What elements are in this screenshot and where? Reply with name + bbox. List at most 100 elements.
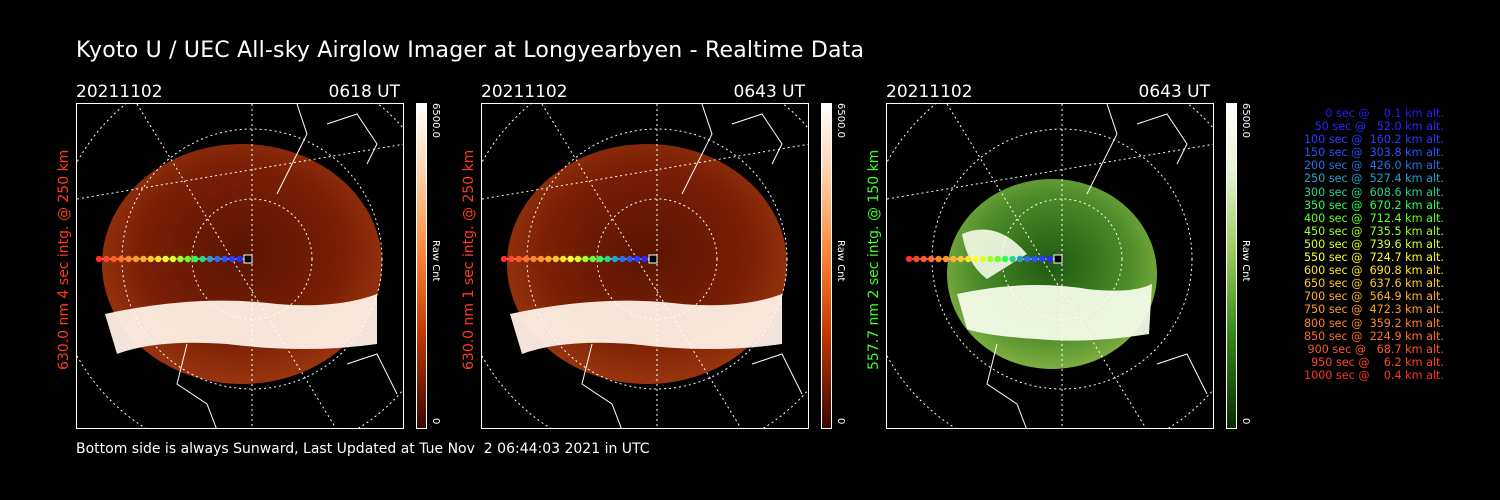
panel-2-wavelength-label: 630.0 nm 1 sec intg. @ 250 km	[461, 149, 477, 370]
panel-1-allsky-image	[76, 103, 404, 429]
panel-1-colorbar-min: 0	[430, 418, 441, 425]
panel-2-map	[482, 104, 808, 428]
legend-row: 0 sec @ 0.1 km alt.	[1325, 107, 1444, 120]
panel-1-map	[77, 104, 403, 428]
track-dot	[920, 255, 927, 263]
track-dot	[987, 255, 994, 263]
panel-1-colorbar-unit: Raw Cnt	[430, 240, 441, 282]
track-dot	[132, 255, 140, 263]
track-dot	[552, 255, 559, 263]
panel-1-date: 20211102	[76, 82, 163, 102]
track-dot	[905, 255, 913, 263]
legend-row: 450 sec @ 735.5 km alt.	[1303, 224, 1444, 238]
panel-1-colorbar-max: 6500.0	[430, 103, 441, 138]
panel-3-wavelength-label: 557.7 nm 2 sec intg. @ 150 km	[866, 149, 882, 370]
track-dot	[950, 255, 957, 263]
track-dot	[574, 255, 582, 263]
legend-row: 1000 sec @ 0.4 km alt.	[1303, 368, 1444, 382]
site-marker-icon	[648, 254, 658, 264]
track-dot	[236, 255, 243, 263]
altitude-legend: 0 sec @ 0.1 km alt. 50 sec @ 52.0 km alt.…	[1268, 107, 1444, 382]
panel-3-date: 20211102	[886, 82, 973, 102]
panel-1-wavelength-label: 630.0 nm 4 sec intg. @ 250 km	[56, 149, 72, 370]
legend-row: 200 sec @ 426.0 km alt.	[1303, 159, 1444, 173]
track-dot	[597, 255, 604, 263]
track-dot	[942, 255, 950, 263]
track-dot	[560, 255, 567, 263]
track-dot	[634, 255, 641, 263]
panel-2-date: 20211102	[481, 82, 568, 102]
track-dot	[221, 255, 228, 263]
track-dot	[125, 255, 132, 263]
track-dot	[1046, 255, 1053, 263]
panel-3-colorbar-max: 6500.0	[1240, 103, 1251, 138]
track-dot	[184, 255, 191, 263]
panel-2-allsky-image	[481, 103, 809, 429]
legend-row: 700 sec @ 564.9 km alt.	[1303, 290, 1444, 304]
track-dot	[110, 255, 117, 263]
track-dot	[95, 255, 103, 263]
legend-row: 250 sec @ 527.4 km alt.	[1303, 172, 1444, 186]
track-dot	[155, 255, 162, 263]
track-dot	[1009, 255, 1016, 263]
track-dot	[611, 255, 619, 263]
track-dot	[214, 255, 221, 263]
footer-note: Bottom side is always Sunward, Last Upda…	[76, 441, 650, 457]
track-dot	[508, 255, 515, 263]
panel-3-allsky-image	[886, 103, 1214, 429]
track-dot	[147, 255, 154, 263]
track-dot	[582, 255, 589, 263]
track-dot	[567, 255, 574, 263]
track-dot	[229, 255, 236, 263]
panel-2-colorbar	[821, 103, 832, 429]
track-dot	[935, 255, 942, 263]
site-marker-icon	[243, 254, 253, 264]
track-dot	[500, 255, 508, 263]
panel-3-time: 0643 UT	[1138, 82, 1211, 102]
legend-row: 600 sec @ 690.8 km alt.	[1303, 264, 1444, 278]
panel-3-colorbar-unit: Raw Cnt	[1240, 240, 1251, 282]
track-dot	[913, 255, 920, 263]
legend-row: 100 sec @ 160.2 km alt.	[1303, 133, 1444, 147]
track-dot	[169, 255, 177, 263]
legend-row: 900 sec @ 68.7 km alt.	[1307, 342, 1445, 356]
track-dot	[515, 255, 522, 263]
legend-row: 400 sec @ 712.4 km alt.	[1303, 211, 1444, 225]
legend-row: 350 sec @ 670.2 km alt.	[1303, 198, 1444, 212]
track-dot	[140, 255, 147, 263]
legend-row: 850 sec @ 224.9 km alt.	[1303, 329, 1444, 343]
track-dot	[994, 255, 1001, 263]
panel-3-colorbar-min: 0	[1240, 418, 1251, 425]
track-dot	[1031, 255, 1038, 263]
track-dot	[972, 255, 979, 263]
track-dot	[192, 255, 199, 263]
panel-2-colorbar-unit: Raw Cnt	[835, 240, 846, 282]
legend-row: 550 sec @ 724.7 km alt.	[1303, 251, 1444, 265]
panel-3-map	[887, 104, 1213, 428]
track-dot	[604, 255, 611, 263]
track-dot	[1016, 255, 1024, 263]
panel-3-colorbar	[1226, 103, 1237, 429]
panel-1-time: 0618 UT	[328, 82, 401, 102]
track-dot	[589, 255, 596, 263]
panel-2-time: 0643 UT	[733, 82, 806, 102]
track-dot	[641, 255, 648, 263]
legend-row: 750 sec @ 472.3 km alt.	[1303, 303, 1444, 317]
track-dot	[979, 255, 987, 263]
track-dot	[1024, 255, 1031, 263]
legend-row: 650 sec @ 637.6 km alt.	[1303, 277, 1444, 291]
track-dot	[523, 255, 530, 263]
track-dot	[965, 255, 972, 263]
track-dot	[957, 255, 964, 263]
legend-row: 300 sec @ 608.6 km alt.	[1303, 185, 1444, 199]
page-title: Kyoto U / UEC All-sky Airglow Imager at …	[76, 38, 865, 63]
site-marker-icon	[1053, 254, 1063, 264]
panel-2-colorbar-max: 6500.0	[835, 103, 846, 138]
legend-row: 800 sec @ 359.2 km alt.	[1303, 316, 1444, 330]
track-dot	[626, 255, 633, 263]
panel-1-colorbar	[416, 103, 427, 429]
track-dot	[530, 255, 537, 263]
track-dot	[103, 255, 110, 263]
legend-row: 950 sec @ 6.2 km alt.	[1311, 355, 1444, 369]
track-dot	[619, 255, 626, 263]
